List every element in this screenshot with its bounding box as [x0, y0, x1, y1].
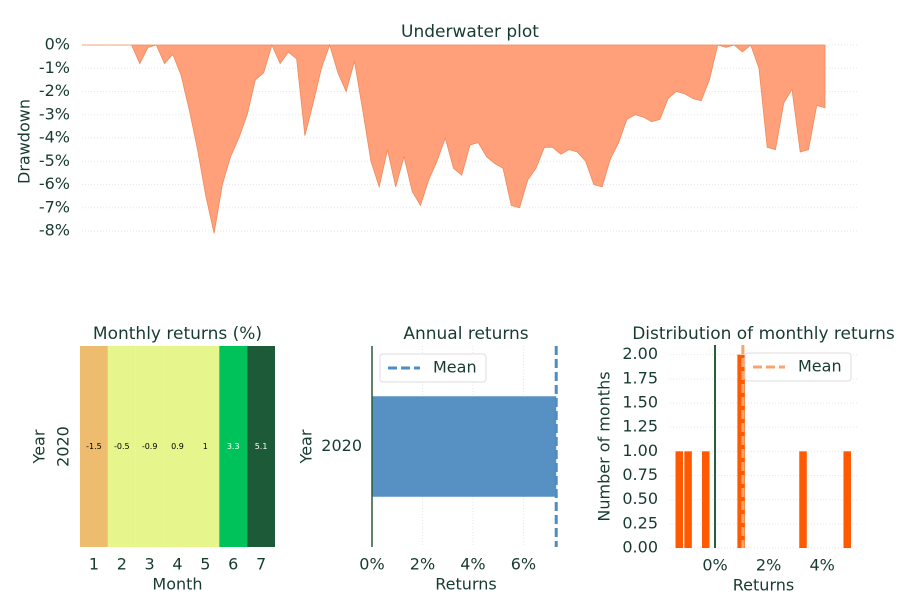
y-axis-label: Year	[30, 429, 49, 464]
chart-title: Distribution of monthly returns	[632, 324, 895, 344]
x-tick-label: 1	[89, 555, 99, 574]
chart-title: Annual returns	[403, 324, 528, 344]
legend-box	[379, 353, 487, 383]
y-tick-label: 1.00	[622, 441, 658, 460]
chart-title: Monthly returns (%)	[93, 324, 262, 344]
y-tick-label: 1.25	[622, 417, 658, 436]
heatmap-cell	[191, 346, 220, 547]
cell-label: 0.9	[171, 442, 184, 451]
x-tick-label: 6	[228, 555, 238, 574]
heatmap-cell	[80, 346, 108, 547]
y-tick-label: 2020	[321, 436, 362, 455]
drawdown-area	[82, 43, 826, 234]
y-tick-label: 0.00	[622, 538, 658, 557]
y-axis-label: Year	[297, 429, 316, 464]
histogram-bar	[675, 451, 684, 548]
bar	[372, 396, 557, 497]
heatmap-cell	[247, 346, 275, 547]
histogram-bar	[799, 451, 807, 548]
x-tick-label: 7	[256, 555, 266, 574]
x-tick-label: 4	[172, 555, 182, 574]
cell-label: -0.9	[142, 442, 158, 451]
cell-label: 5.1	[255, 442, 268, 451]
legend-box	[744, 352, 852, 382]
cell-label: 1	[203, 442, 208, 451]
y-tick-label: 1.75	[622, 368, 658, 387]
heatmap-cell	[163, 346, 192, 547]
legend-label: Mean	[433, 358, 477, 377]
x-tick-label: 4%	[460, 555, 485, 574]
y-tick-label: -5%	[39, 151, 70, 170]
cell-label: -1.5	[86, 442, 102, 451]
chart-title: Underwater plot	[401, 22, 539, 42]
histogram-bar	[737, 354, 745, 548]
y-tick-label: 2.00	[622, 344, 658, 363]
heatmap-cell	[135, 346, 164, 547]
y-tick-label: 2020	[54, 426, 73, 467]
cell-label: -0.5	[114, 442, 130, 451]
y-tick-label: 0%	[45, 35, 70, 54]
y-tick-label: -6%	[39, 174, 70, 193]
y-tick-label: -8%	[39, 221, 70, 240]
x-tick-label: 0%	[359, 555, 384, 574]
y-tick-label: 0.25	[622, 513, 658, 532]
x-tick-label: 3	[145, 555, 155, 574]
heatmap-cell	[107, 346, 136, 547]
heatmap-cell	[219, 346, 248, 547]
histogram-bar	[843, 451, 851, 548]
cell-label: 3.3	[227, 442, 240, 451]
histogram-bar	[702, 451, 710, 548]
x-axis-label: Returns	[733, 576, 794, 595]
x-tick-label: 2%	[410, 555, 435, 574]
histogram-bar	[684, 451, 692, 548]
x-tick-label: 6%	[511, 555, 536, 574]
y-tick-label: -7%	[39, 197, 70, 216]
x-tick-label: 5	[200, 555, 210, 574]
y-axis-label: Drawdown	[15, 99, 34, 184]
y-tick-label: -3%	[39, 104, 70, 123]
x-tick-label: 2%	[756, 556, 781, 575]
x-tick-label: 4%	[809, 556, 834, 575]
y-tick-label: -4%	[39, 128, 70, 147]
y-tick-label: 1.50	[622, 393, 658, 412]
y-axis-label: Number of months	[595, 371, 614, 521]
x-tick-label: 0%	[702, 556, 727, 575]
y-tick-label: -1%	[39, 58, 70, 77]
x-axis-label: Month	[152, 575, 202, 594]
y-tick-label: -2%	[39, 81, 70, 100]
y-tick-label: 0.75	[622, 465, 658, 484]
x-tick-label: 2	[117, 555, 127, 574]
legend-label: Mean	[798, 357, 842, 376]
y-tick-label: 0.50	[622, 489, 658, 508]
x-axis-label: Returns	[435, 575, 496, 594]
